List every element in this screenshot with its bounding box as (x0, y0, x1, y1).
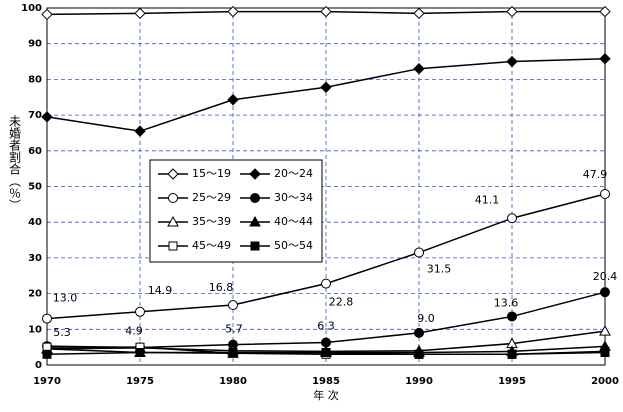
marker (228, 348, 238, 358)
legend-label: 20～24 (274, 167, 313, 180)
x-tick-label: 1990 (405, 376, 433, 387)
marker (414, 247, 424, 258)
data-label: 41.1 (475, 193, 500, 206)
y-axis-label: 未婚者割合（％） (8, 115, 22, 211)
marker (168, 193, 178, 203)
marker (414, 349, 424, 359)
marker (507, 311, 517, 322)
y-tick-label: 40 (28, 217, 42, 228)
data-label: 47.9 (583, 168, 608, 181)
data-label: 6.3 (317, 320, 335, 333)
marker (249, 168, 261, 180)
y-tick-label: 100 (21, 3, 42, 14)
data-label: 13.6 (494, 296, 519, 309)
marker (42, 349, 52, 359)
marker (413, 62, 425, 75)
y-tick-label: 10 (28, 324, 42, 335)
data-label: 13.0 (53, 292, 78, 305)
legend-label: 45～49 (192, 239, 231, 252)
y-tick-label: 20 (28, 289, 42, 300)
data-label: 16.8 (209, 281, 234, 294)
y-tick-label: 60 (28, 146, 42, 157)
x-tick-label: 1995 (498, 376, 526, 387)
marker (134, 7, 146, 20)
marker (599, 325, 611, 336)
marker (507, 349, 517, 359)
marker (600, 188, 610, 199)
y-tick-label: 0 (35, 360, 42, 371)
y-tick-label: 50 (28, 182, 42, 193)
marker (135, 306, 145, 317)
marker (600, 348, 610, 358)
marker (506, 5, 518, 18)
marker (168, 241, 178, 251)
legend-label: 35～39 (192, 215, 231, 228)
y-tick-label: 90 (28, 39, 42, 50)
marker (227, 94, 239, 106)
x-tick-label: 1970 (33, 376, 61, 387)
x-tick-label: 1985 (312, 376, 340, 387)
data-label: 9.0 (417, 312, 435, 325)
x-axis-label: 年 次 (313, 388, 339, 402)
data-label: 20.4 (593, 270, 618, 283)
legend-label: 25～29 (192, 191, 231, 204)
marker (41, 111, 53, 123)
x-tick-label: 1975 (126, 376, 154, 387)
data-label: 22.8 (329, 296, 354, 309)
marker (134, 125, 146, 137)
marker (41, 8, 53, 21)
legend-label: 15～19 (192, 167, 231, 180)
marker (167, 215, 179, 227)
marker (167, 168, 179, 180)
marker (320, 5, 332, 18)
legend-box (149, 159, 323, 263)
marker (321, 348, 331, 358)
data-label: 4.9 (125, 325, 143, 338)
marker (227, 5, 239, 18)
legend-label: 40～44 (274, 215, 313, 228)
marker (600, 287, 610, 298)
marker (135, 348, 145, 358)
y-tick-label: 30 (28, 253, 42, 264)
marker (321, 278, 331, 289)
marker (413, 7, 425, 20)
marker (320, 81, 332, 93)
marker (250, 193, 260, 203)
marker (414, 327, 424, 338)
marker (506, 55, 518, 68)
marker (42, 313, 52, 324)
data-label: 5.7 (225, 323, 243, 336)
legend-label: 50～54 (274, 239, 313, 252)
marker (250, 241, 260, 251)
y-tick-label: 70 (28, 110, 42, 121)
marker (507, 213, 517, 224)
data-label: 31.5 (427, 263, 452, 276)
data-label: 14.9 (148, 284, 173, 297)
marker (599, 5, 611, 18)
marker (249, 215, 261, 227)
data-label: 5.3 (53, 326, 71, 339)
legend-label: 30～34 (274, 191, 313, 204)
y-tick-label: 80 (28, 74, 42, 85)
marker (228, 300, 238, 311)
x-tick-label: 1980 (219, 376, 247, 387)
x-tick-label: 2000 (591, 376, 619, 387)
marker (599, 52, 611, 65)
